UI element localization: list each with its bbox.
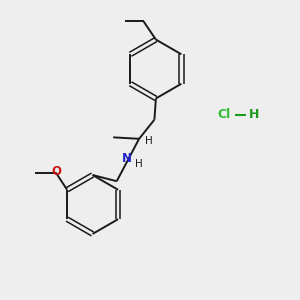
Text: H: H xyxy=(249,108,260,121)
Text: N: N xyxy=(122,152,132,165)
Text: H: H xyxy=(145,136,152,146)
Text: H: H xyxy=(135,158,143,169)
Text: O: O xyxy=(51,165,61,178)
Text: Cl: Cl xyxy=(217,108,230,121)
